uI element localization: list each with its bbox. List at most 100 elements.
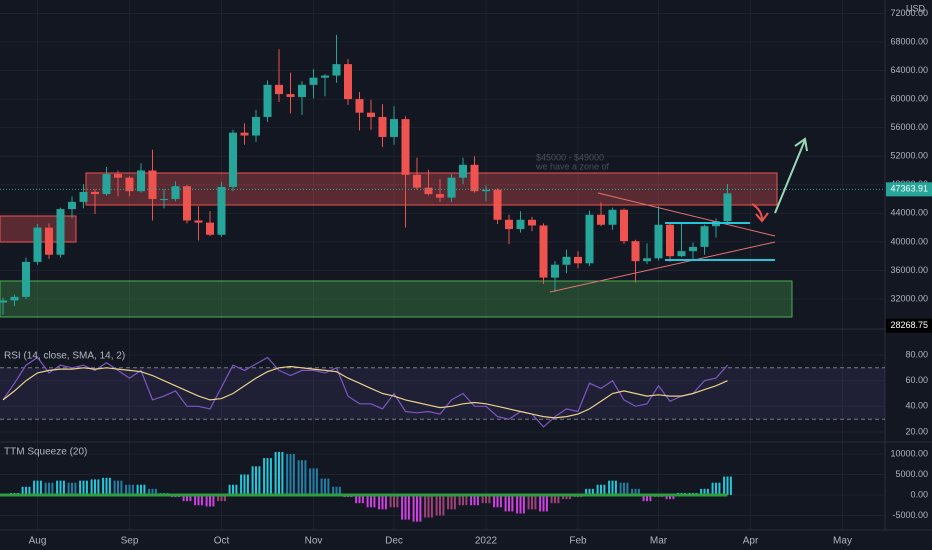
ttm-bar <box>74 482 77 495</box>
candle-body <box>401 119 410 175</box>
ttm-bar <box>531 494 533 510</box>
candle-body <box>413 174 421 188</box>
ttm-bar <box>21 486 24 495</box>
ttm-bar <box>62 480 65 495</box>
ttm-bar <box>430 494 433 518</box>
ttm-bar <box>51 482 54 495</box>
ttm-pane <box>0 451 732 522</box>
ttm-bar <box>611 480 614 495</box>
y-tick-label: 32000.00 <box>890 293 928 303</box>
candle-body <box>275 84 283 95</box>
ttm-bar <box>665 494 668 500</box>
ttm-bar <box>562 494 565 500</box>
ttm-bar <box>246 474 249 495</box>
arrow-head <box>794 137 808 152</box>
candle-body <box>344 64 352 100</box>
candle-body <box>459 164 467 178</box>
ttm-bar <box>499 494 502 508</box>
x-tick-label: Dec <box>385 536 403 547</box>
ttm-bar <box>726 476 729 495</box>
candle-body <box>217 186 226 235</box>
ttm-bar <box>105 477 108 495</box>
arrow-up <box>774 139 806 214</box>
ttm-bar <box>476 494 479 506</box>
ttm-bar <box>427 494 430 518</box>
ttm-bar <box>366 494 369 508</box>
ttm-bar <box>217 494 220 502</box>
ttm-bar <box>711 482 714 495</box>
ttm-bar <box>59 480 62 495</box>
ttm-bar <box>642 494 645 502</box>
candle-body <box>482 189 490 192</box>
rsi-line <box>2 356 728 428</box>
candle-body <box>286 94 295 97</box>
ttm-bar <box>522 494 525 514</box>
ttm-bar <box>649 494 652 502</box>
y-tick-label: -5000.00 <box>892 510 928 520</box>
candle-body <box>643 258 651 262</box>
ttm-bar <box>324 478 326 495</box>
candle-body <box>22 261 30 297</box>
ttm-bar <box>309 468 312 495</box>
y-tick-label: 5000.00 <box>895 469 928 479</box>
candle-body <box>608 209 617 225</box>
candle-body <box>355 99 364 113</box>
candle-body <box>68 201 76 210</box>
candle-body <box>700 226 709 247</box>
candle-body <box>263 84 272 117</box>
ttm-bar <box>67 482 70 495</box>
ttm-bar <box>600 484 602 495</box>
candle-body <box>10 296 19 301</box>
ttm-bar <box>470 494 473 506</box>
ttm-bar <box>278 451 280 495</box>
ttm-bar <box>33 480 36 495</box>
y-tick-label: 40.00 <box>905 401 928 411</box>
candle-body <box>528 219 536 226</box>
ttm-bar <box>301 460 303 495</box>
ttm-bar <box>140 484 142 495</box>
ttm-bar <box>82 480 85 495</box>
y-tick-label: 60.00 <box>905 375 928 385</box>
x-tick-label: Oct <box>214 536 230 547</box>
candle-body <box>390 119 398 137</box>
candle-body <box>309 77 318 85</box>
ttm-bar <box>703 488 706 495</box>
ttm-bar <box>542 494 545 512</box>
ttm-bar <box>608 480 611 495</box>
ttm-bar <box>361 494 364 504</box>
candle-body <box>171 186 180 200</box>
ttm-bar <box>378 494 381 510</box>
ttm-bar <box>488 494 491 504</box>
rsi-title: RSI (14, close, SMA, 14, 2) <box>4 351 125 362</box>
ttm-bar <box>511 494 514 512</box>
ttm-bar <box>373 494 376 508</box>
ttm-bar <box>496 494 499 508</box>
ttm-bar <box>263 458 266 495</box>
x-tick-label: Aug <box>29 536 47 547</box>
ttm-bar <box>223 494 226 502</box>
ttm-bar <box>205 494 208 507</box>
ttm-bar <box>439 494 441 516</box>
y-tick-label: 52000.00 <box>890 151 928 161</box>
ttm-bar <box>554 494 556 504</box>
candle-body <box>723 193 732 222</box>
ttm-bar <box>669 494 671 500</box>
ttm-bar <box>71 482 73 495</box>
ttm-bar <box>240 474 243 495</box>
y-tick-label: 0.00 <box>910 489 928 499</box>
ttm-bar <box>25 486 27 495</box>
ttm-bar <box>534 494 537 510</box>
candle-body <box>0 300 7 303</box>
ttm-bar <box>289 454 292 495</box>
candle-body <box>378 116 387 137</box>
ttm-bar <box>85 480 88 495</box>
candle-body <box>125 177 134 192</box>
marker-price-label: 28268.75 <box>890 320 928 330</box>
candle-body <box>562 256 571 265</box>
x-tick-label: Sep <box>121 536 139 547</box>
ttm-bar <box>151 488 154 495</box>
ttm-bar <box>435 494 438 516</box>
candle-body <box>33 227 42 262</box>
y-tick-label: 44000.00 <box>890 208 928 218</box>
